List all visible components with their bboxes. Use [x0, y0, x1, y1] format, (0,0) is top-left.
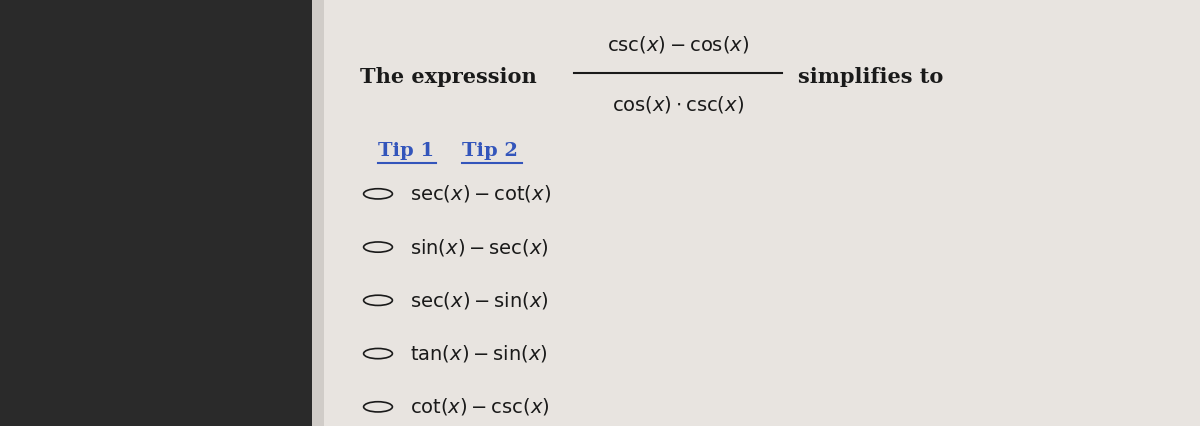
- Text: $\mathrm{sec}(x) - \mathrm{sin}(x)$: $\mathrm{sec}(x) - \mathrm{sin}(x)$: [410, 290, 550, 311]
- Text: $\mathrm{sec}(x) - \mathrm{cot}(x)$: $\mathrm{sec}(x) - \mathrm{cot}(x)$: [410, 183, 551, 204]
- Text: $\mathrm{csc}(x) - \mathrm{cos}(x)$: $\mathrm{csc}(x) - \mathrm{cos}(x)$: [607, 34, 749, 55]
- Text: $\mathrm{sin}(x) - \mathrm{sec}(x)$: $\mathrm{sin}(x) - \mathrm{sec}(x)$: [410, 236, 550, 258]
- Text: The expression: The expression: [360, 67, 536, 86]
- Text: $\mathrm{cot}(x) - \mathrm{csc}(x)$: $\mathrm{cot}(x) - \mathrm{csc}(x)$: [410, 396, 550, 417]
- Text: Tip 1: Tip 1: [378, 142, 434, 160]
- Text: simplifies to: simplifies to: [798, 67, 943, 86]
- Text: Tip 2: Tip 2: [462, 142, 518, 160]
- Text: $\mathrm{cos}(x) \cdot \mathrm{csc}(x)$: $\mathrm{cos}(x) \cdot \mathrm{csc}(x)$: [612, 94, 744, 115]
- Text: $\mathrm{tan}(x) - \mathrm{sin}(x)$: $\mathrm{tan}(x) - \mathrm{sin}(x)$: [410, 343, 548, 364]
